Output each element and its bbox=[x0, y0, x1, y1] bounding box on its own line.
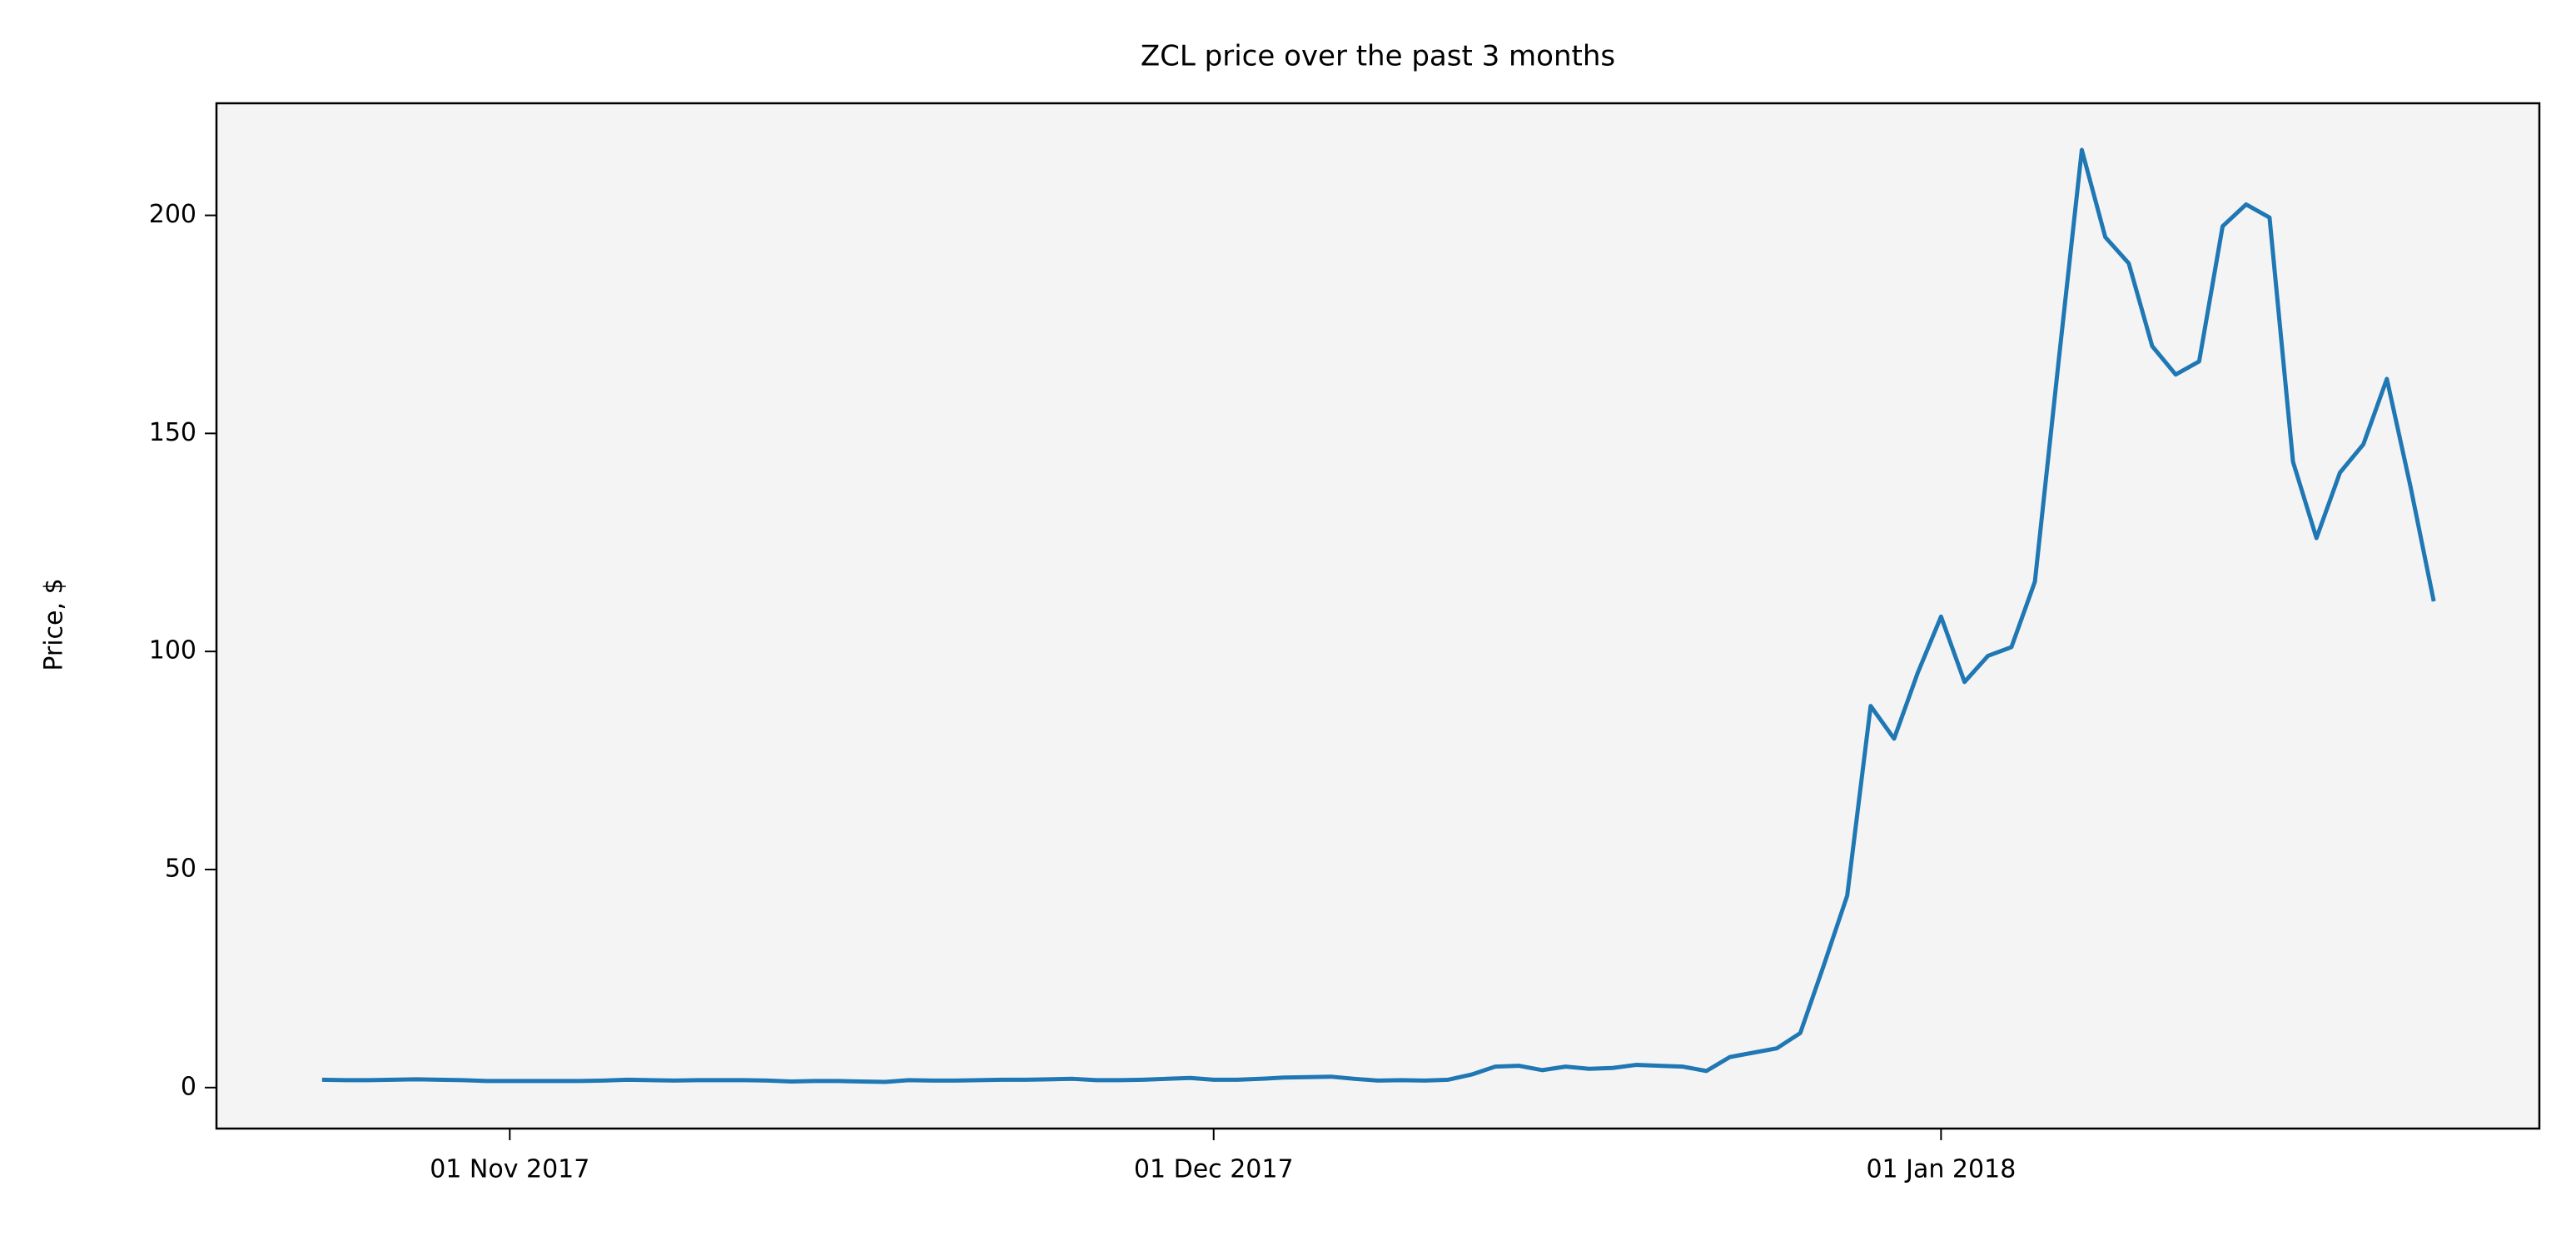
y-axis-label: Price, $ bbox=[40, 578, 69, 670]
y-tick-label: 100 bbox=[149, 636, 196, 665]
price-line bbox=[321, 147, 2436, 1084]
chart-title: ZCL price over the past 3 months bbox=[1141, 40, 1615, 73]
x-tick-label: 01 Dec 2017 bbox=[1134, 1155, 1294, 1184]
y-tick-label: 200 bbox=[149, 200, 196, 229]
x-tick-label: 01 Nov 2017 bbox=[430, 1155, 589, 1184]
y-tick-label: 50 bbox=[165, 854, 196, 883]
plot-area bbox=[216, 103, 2539, 1129]
y-tick-label: 0 bbox=[181, 1072, 196, 1101]
x-tick-label: 01 Jan 2018 bbox=[1866, 1155, 2016, 1184]
y-tick-label: 150 bbox=[149, 418, 196, 447]
plot-frame bbox=[215, 102, 2541, 1130]
